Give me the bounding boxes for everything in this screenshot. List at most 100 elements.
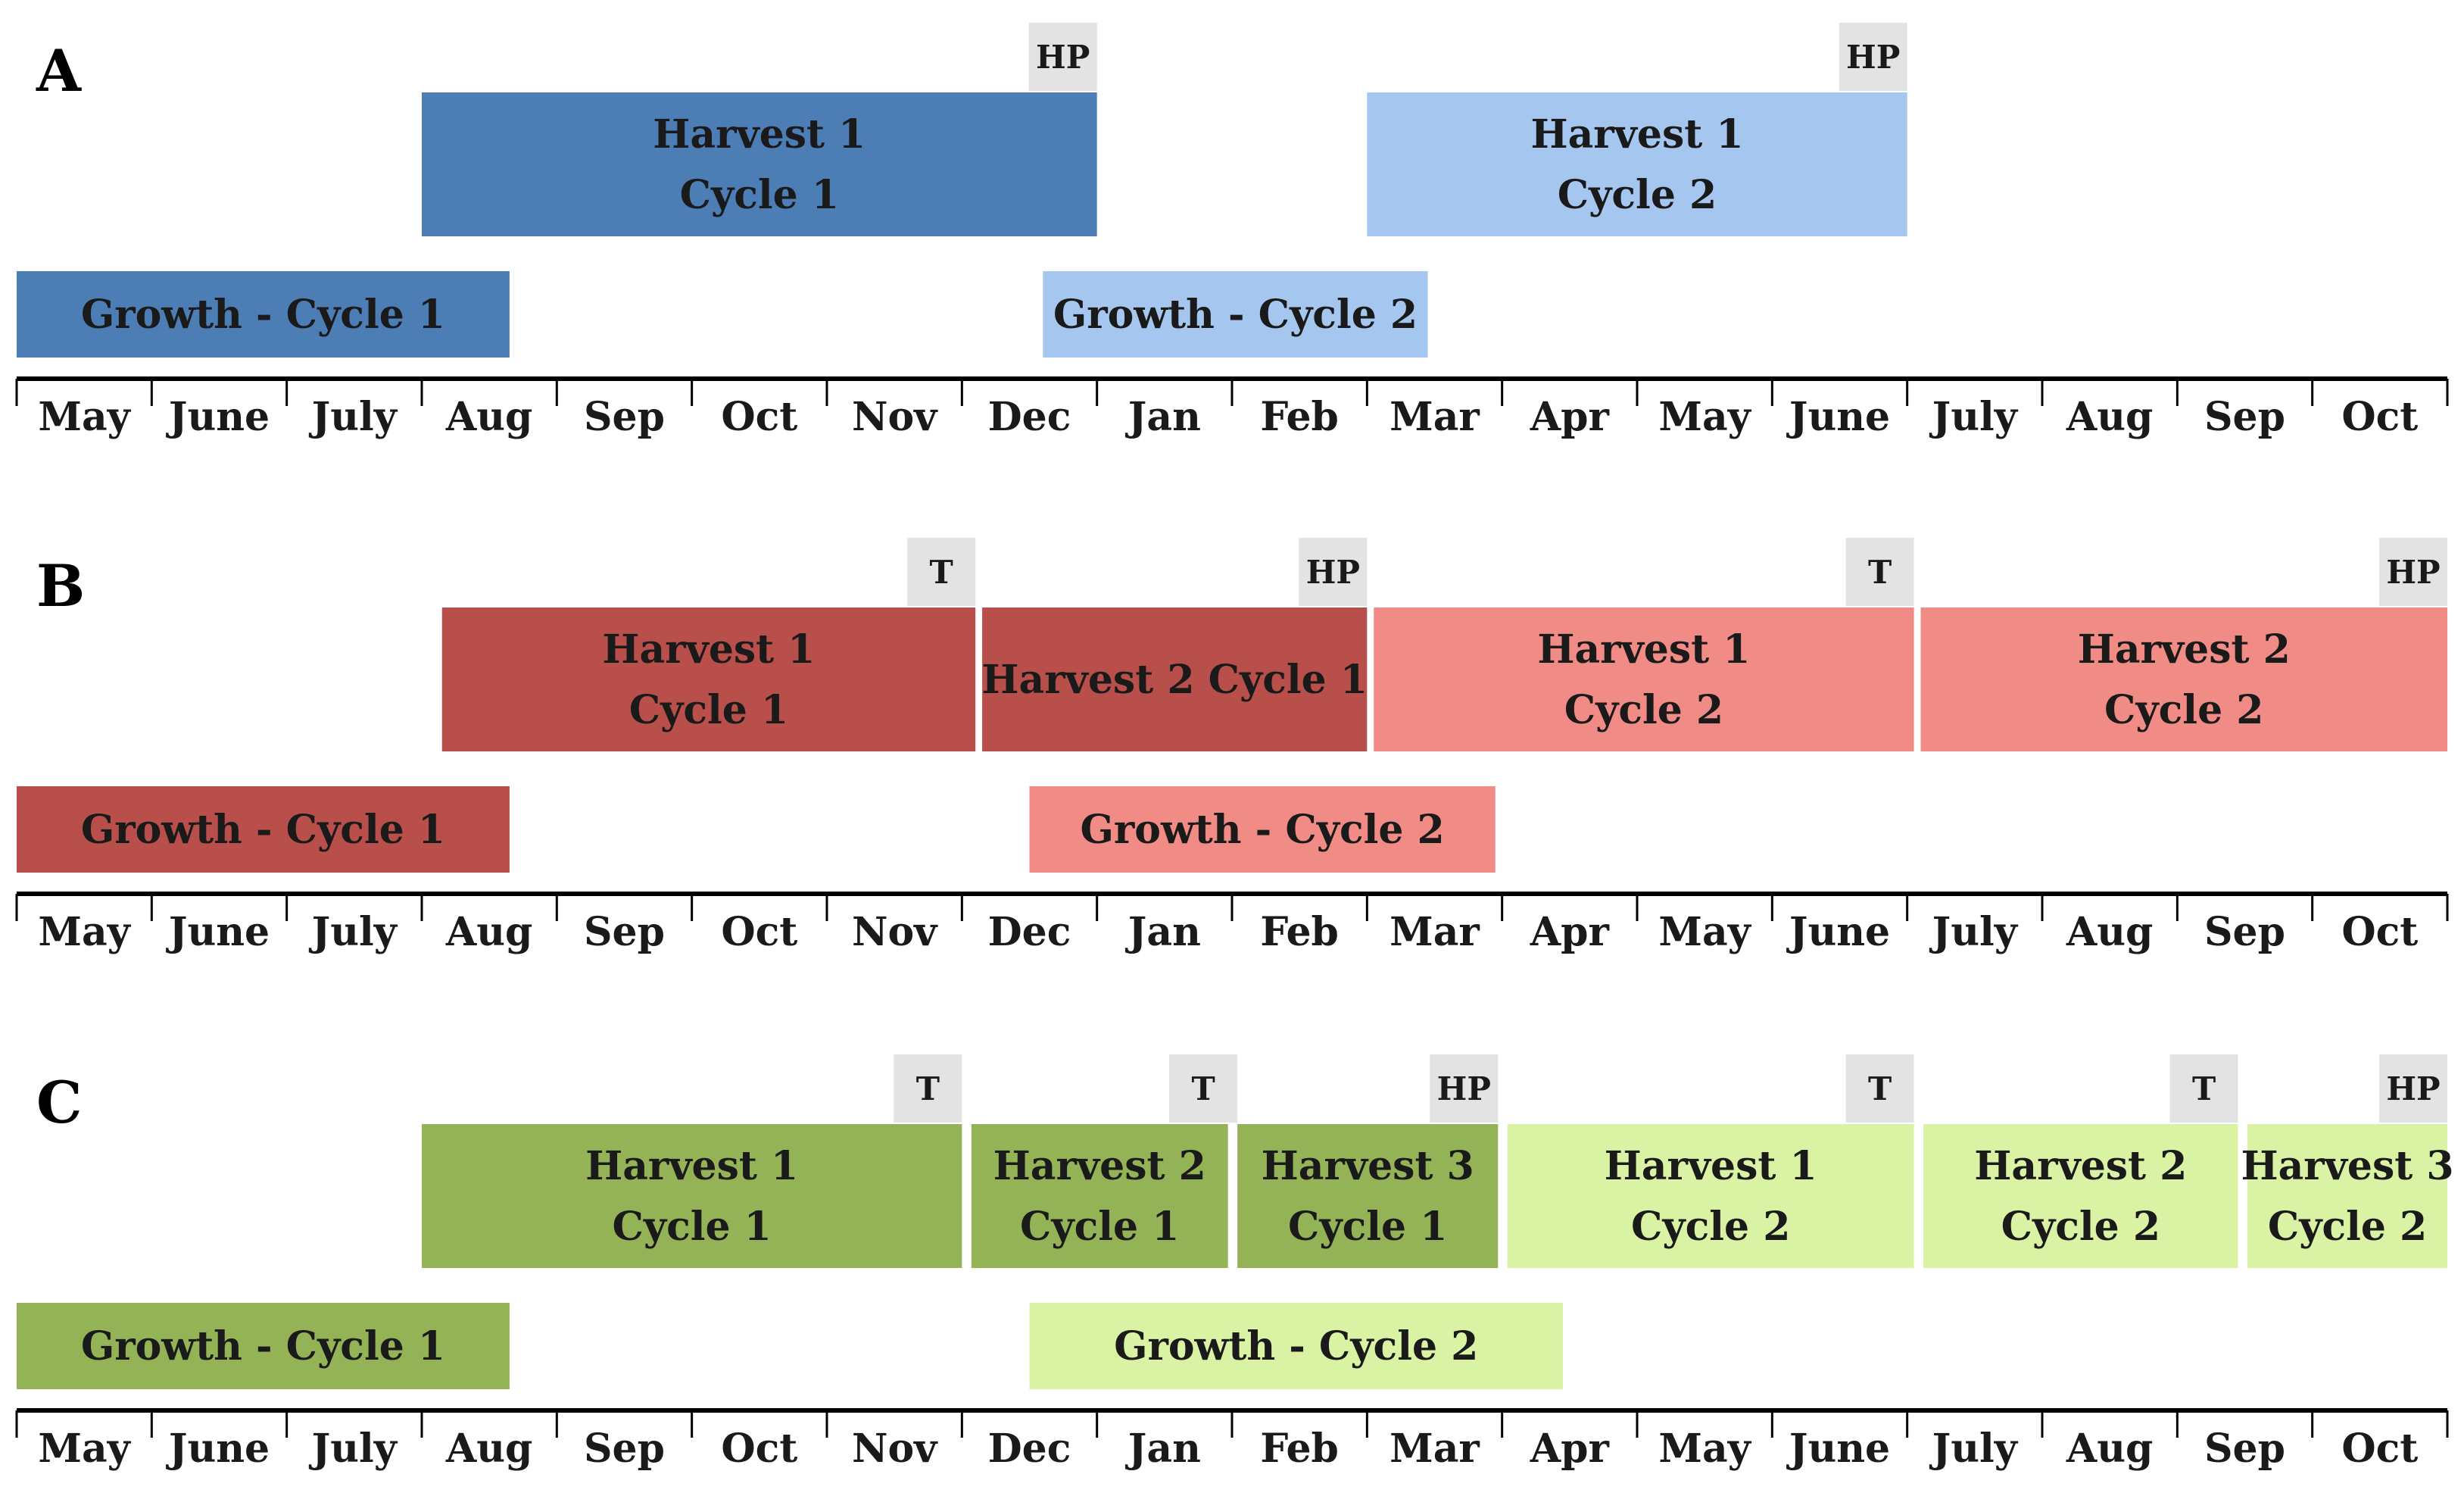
harvest-bar: [982, 607, 1368, 751]
month-label: Oct: [721, 1426, 797, 1472]
panel-label: B: [36, 552, 85, 620]
growth-label: Growth - Cycle 2: [1114, 1323, 1478, 1370]
month-label: Aug: [445, 1426, 533, 1472]
month-label: Oct: [2341, 1426, 2418, 1472]
harvest-label-line: Cycle 1: [612, 1204, 771, 1250]
month-label: July: [309, 394, 398, 440]
harvest-peak-tag: HP: [2386, 554, 2440, 591]
growth-label-line: Growth - Cycle 1: [81, 292, 445, 338]
harvest-bar: [1374, 607, 1914, 751]
month-label: Aug: [2066, 394, 2154, 440]
month-label: Oct: [2341, 909, 2418, 955]
harvest-label: Harvest 1 Cycle 1: [585, 1143, 798, 1250]
month-label: Aug: [2066, 1426, 2154, 1472]
month-label: Feb: [1260, 1426, 1339, 1472]
harvest-label-line: Harvest 1: [653, 111, 866, 158]
month-label: Sep: [2204, 1426, 2285, 1472]
month-label: Apr: [1530, 1426, 1610, 1472]
tag-box: [1845, 1054, 1914, 1123]
harvest-peak-tag: HP: [1437, 1070, 1491, 1107]
month-label: Nov: [852, 1426, 938, 1472]
month-label: June: [166, 1426, 270, 1472]
tag-box: [1839, 23, 1907, 91]
tag-box: [1430, 1054, 1499, 1123]
growth-label: Growth - Cycle 1: [81, 807, 445, 853]
tag-box: [1028, 23, 1097, 91]
month-label: July: [309, 909, 398, 955]
month-label: Sep: [2204, 394, 2285, 440]
panel-b: B T HP T HP May June July Aug Sep Oct Nov Dec Jan Feb M…: [15, 538, 2449, 955]
harvest-label-line: Cycle 2: [1564, 687, 1723, 733]
harvest-bar: [1367, 92, 1907, 236]
month-label: July: [1929, 909, 2019, 955]
harvest-label: Harvest 1 Cycle 1: [653, 111, 866, 218]
month-label: July: [309, 1426, 398, 1472]
harvest-label: Harvest 2 Cycle 2: [1974, 1143, 2187, 1250]
month-label: Oct: [2341, 394, 2418, 440]
harvest-label-line: Harvest 2 Cycle 1: [981, 657, 1368, 703]
harvest-bar: [1507, 1124, 1914, 1268]
growth-bar: [17, 1303, 510, 1389]
month-label: Oct: [721, 394, 797, 440]
month-label: July: [1929, 394, 2019, 440]
harvest-bar: [1923, 1124, 2238, 1268]
harvest-label-line: Cycle 2: [1631, 1204, 1790, 1250]
growth-label-line: Growth - Cycle 1: [81, 807, 445, 853]
growth-bar: [17, 271, 510, 358]
transition-tag: T: [2192, 1070, 2216, 1107]
month-label: Sep: [2204, 909, 2285, 955]
harvest-label-line: Harvest 1: [602, 626, 815, 673]
harvest-label-line: Harvest 2: [1974, 1143, 2187, 1189]
month-label: Nov: [852, 909, 938, 955]
harvest-label: Harvest 1 Cycle 1: [602, 626, 815, 733]
month-label: Mar: [1390, 1426, 1480, 1472]
month-label: Sep: [584, 1426, 665, 1472]
harvest-label-line: Harvest 2: [993, 1143, 1206, 1189]
month-label: Dec: [988, 394, 1071, 440]
transition-tag: T: [916, 1070, 940, 1107]
harvest-label: Harvest 1 Cycle 2: [1605, 1143, 1817, 1250]
month-label: July: [1929, 1426, 2019, 1472]
growth-bar: [17, 786, 510, 873]
month-label: Sep: [584, 909, 665, 955]
month-label: June: [1786, 394, 1890, 440]
harvest-peak-tag: HP: [2386, 1070, 2440, 1107]
month-label: May: [38, 394, 131, 440]
harvest-bar: [1237, 1124, 1499, 1268]
harvest-label: Harvest 1 Cycle 2: [1530, 111, 1743, 218]
month-label: Feb: [1260, 909, 1339, 955]
month-label: June: [166, 909, 270, 955]
growth-label: Growth - Cycle 2: [1080, 807, 1444, 853]
transition-tag: T: [1868, 554, 1892, 591]
tag-box: [894, 1054, 962, 1123]
harvest-label: Harvest 2 Cycle 2: [2078, 626, 2291, 733]
month-label: Aug: [445, 394, 533, 440]
harvest-label-line: Cycle 1: [629, 687, 788, 733]
growth-bar: [1029, 786, 1496, 873]
harvest-label-line: Cycle 2: [2268, 1204, 2427, 1250]
growth-label: Growth - Cycle 1: [81, 292, 445, 338]
month-label: May: [38, 1426, 131, 1472]
harvest-peak-tag: HP: [1846, 39, 1900, 76]
harvest-bar: [2247, 1124, 2447, 1268]
panel-label: C: [36, 1069, 83, 1136]
tag-box: [907, 538, 976, 606]
month-label: May: [1658, 909, 1751, 955]
harvest-label-line: Cycle 2: [2001, 1204, 2160, 1250]
harvest-label: Harvest 3 Cycle 2: [2241, 1143, 2453, 1250]
month-label: Apr: [1530, 394, 1610, 440]
harvest-label: Harvest 2 Cycle 1: [981, 657, 1368, 703]
harvest-bar: [441, 607, 976, 751]
harvest-bar: [971, 1124, 1228, 1268]
growth-bar: [1029, 1303, 1563, 1389]
transition-tag: T: [1192, 1070, 1215, 1107]
month-label: Jan: [1125, 1426, 1201, 1472]
harvest-label-line: Harvest 3: [2241, 1143, 2453, 1189]
month-label: June: [1786, 909, 1890, 955]
harvest-bar: [422, 92, 1097, 236]
month-label: June: [166, 394, 270, 440]
growth-label-line: Growth - Cycle 2: [1080, 807, 1444, 853]
harvest-label-line: Harvest 2: [2078, 626, 2291, 673]
